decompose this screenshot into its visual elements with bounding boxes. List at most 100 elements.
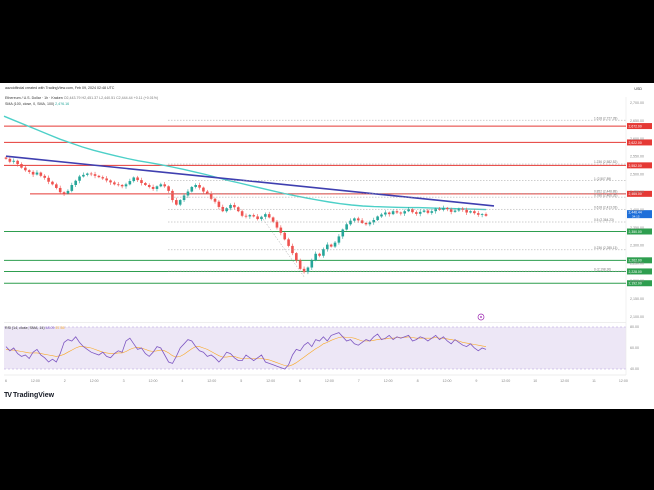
time-tick-label: 12:00: [619, 379, 628, 383]
fib-level-label: 0.618 (2,413.03): [594, 205, 617, 209]
candle-body: [8, 158, 12, 162]
fib-level-label: 0.852 (2,448.88): [594, 190, 617, 194]
sma-legend: SMA (100, close, 0, SMA, 100): [5, 102, 55, 106]
candle-body: [213, 198, 217, 202]
candle-body: [271, 217, 275, 222]
support-price-tag: [627, 228, 652, 235]
candle-body: [155, 186, 159, 189]
candle-body: [116, 184, 120, 186]
candle-body: [306, 267, 310, 273]
fib-anchor-line: [261, 216, 305, 277]
candle-body: [325, 244, 329, 250]
candle-body: [314, 253, 317, 261]
support-price-tag: [627, 257, 652, 264]
support-price-tag-label: 2,262.00: [629, 259, 642, 263]
candle-body: [322, 249, 325, 256]
candle-body: [202, 187, 205, 192]
candle-body: [43, 175, 47, 178]
time-tick-label: 6: [5, 379, 7, 383]
current-price-countdown: 34:15: [632, 214, 640, 218]
ohlc-values: O2,443.79 H2,451.37 L2,440.51 C2,444.44 …: [63, 96, 159, 100]
sma-line: [3, 115, 487, 211]
replay-cursor-icon: [477, 313, 485, 321]
candle-body: [426, 210, 430, 213]
support-price-tag: [627, 280, 652, 287]
candle-body: [287, 239, 290, 246]
candle-body: [418, 211, 422, 214]
rsi-band: [4, 327, 626, 369]
candle-body: [55, 184, 58, 188]
candle-body: [430, 211, 434, 213]
time-tick-label: 7: [358, 379, 360, 383]
candle-body: [264, 214, 267, 217]
candle-body: [124, 184, 128, 187]
candle-body: [434, 208, 437, 212]
candle-body: [178, 200, 182, 205]
candle-body: [51, 181, 54, 185]
candle-body: [329, 244, 333, 247]
rsi-ma-line: [5, 336, 487, 367]
candle-body: [407, 209, 410, 212]
candle-body: [356, 218, 360, 221]
time-tick-label: 12:00: [266, 379, 275, 383]
time-tick-label: 12:00: [31, 379, 40, 383]
price-tick-label: 2,400.00: [630, 208, 644, 212]
candle-body: [368, 222, 372, 225]
candle-body: [120, 185, 124, 187]
support-price-tag: [627, 268, 652, 275]
price-tick-label: 2,450.00: [630, 190, 644, 194]
candle-body: [248, 215, 252, 217]
candle-body: [244, 215, 248, 217]
rsi-tick-label: 60.00: [630, 346, 639, 350]
candle-body: [337, 236, 341, 243]
rsi-legend-value-ma: 57.55: [55, 326, 65, 330]
resistance-price-tag: [627, 139, 652, 146]
price-tick-label: 2,300.00: [630, 244, 644, 248]
candle-body: [291, 245, 294, 254]
time-tick-label: 2: [64, 379, 66, 383]
price-tick-label: 2,350.00: [630, 226, 644, 230]
candle-body: [384, 212, 387, 215]
candle-body: [457, 208, 461, 211]
fib-level-label: 1.236 (2,582.52): [594, 160, 617, 164]
candle-body: [480, 214, 484, 215]
candle-body: [376, 216, 379, 221]
candle-body: [484, 214, 488, 216]
header-line-symbol: Ethereum / U.S. Dollar · 1h · Kraken O2,…: [5, 96, 158, 100]
candle-body: [194, 185, 197, 187]
candle-body: [209, 193, 213, 199]
candle-body: [93, 174, 97, 176]
candle-body: [85, 173, 89, 175]
candle-body: [186, 191, 190, 196]
candle-body: [217, 201, 221, 207]
candle-body: [62, 192, 66, 194]
candle-body: [360, 220, 364, 223]
resistance-price-tag-label: 2,465.00: [629, 192, 642, 196]
candle-body: [140, 180, 143, 184]
candle-body: [283, 232, 287, 240]
time-tick-label: 12:00: [325, 379, 334, 383]
candle-body: [159, 184, 163, 187]
tradingview-logo[interactable]: TV TradingView: [4, 392, 54, 399]
price-tick-label: 2,500.00: [630, 172, 644, 176]
candle-body: [275, 221, 279, 228]
time-tick-label: 4: [181, 379, 183, 383]
current-price-tag: [627, 210, 652, 219]
candle-body: [47, 177, 50, 182]
time-tick-label: 9: [475, 379, 477, 383]
support-price-tag-label: 2,350.00: [629, 230, 642, 234]
brand-name: TradingView: [12, 392, 55, 399]
time-tick-label: 6: [299, 379, 301, 383]
candle-body: [387, 212, 391, 215]
time-tick-label: 12:00: [560, 379, 569, 383]
candle-body: [109, 180, 112, 183]
time-tick-label: 5: [240, 379, 242, 383]
candle-body: [318, 253, 321, 256]
price-tick-label: 2,100.00: [630, 315, 644, 319]
rsi-legend-value: 48.09: [45, 326, 55, 330]
price-tick-label: 2,550.00: [630, 155, 644, 159]
resistance-price-tag: [627, 123, 652, 130]
candle-body: [333, 242, 337, 247]
rsi-line: [5, 332, 487, 370]
rsi-tick-label: 80.00: [630, 325, 639, 329]
